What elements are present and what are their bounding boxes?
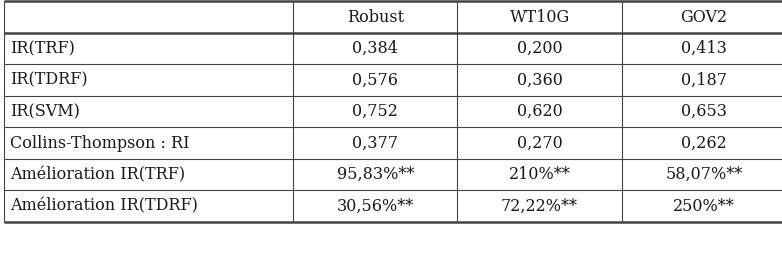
Text: 72,22%**: 72,22%** <box>501 198 578 215</box>
Text: 0,653: 0,653 <box>681 103 726 120</box>
Text: 0,187: 0,187 <box>681 72 726 89</box>
Text: Collins-Thompson : RI: Collins-Thompson : RI <box>10 135 190 152</box>
Text: 0,384: 0,384 <box>353 40 398 57</box>
Text: 0,262: 0,262 <box>681 135 726 152</box>
Text: Amélioration IR(TDRF): Amélioration IR(TDRF) <box>10 198 198 215</box>
Text: 30,56%**: 30,56%** <box>337 198 414 215</box>
Text: 0,752: 0,752 <box>353 103 398 120</box>
Text: 0,360: 0,360 <box>517 72 562 89</box>
Text: 210%**: 210%** <box>509 166 570 183</box>
Text: Robust: Robust <box>346 9 404 26</box>
Text: 0,413: 0,413 <box>681 40 726 57</box>
Text: IR(SVM): IR(SVM) <box>10 103 80 120</box>
Text: IR(TRF): IR(TRF) <box>10 40 75 57</box>
Text: Amélioration IR(TRF): Amélioration IR(TRF) <box>10 166 185 183</box>
Text: 0,377: 0,377 <box>353 135 398 152</box>
Text: GOV2: GOV2 <box>680 9 727 26</box>
Text: IR(TDRF): IR(TDRF) <box>10 72 88 89</box>
Text: WT10G: WT10G <box>509 9 570 26</box>
Text: 0,576: 0,576 <box>353 72 398 89</box>
Text: 250%**: 250%** <box>673 198 734 215</box>
Text: 0,620: 0,620 <box>517 103 562 120</box>
Text: 58,07%**: 58,07%** <box>665 166 742 183</box>
Text: 95,83%**: 95,83%** <box>337 166 414 183</box>
Text: 0,270: 0,270 <box>517 135 562 152</box>
Text: 0,200: 0,200 <box>517 40 562 57</box>
